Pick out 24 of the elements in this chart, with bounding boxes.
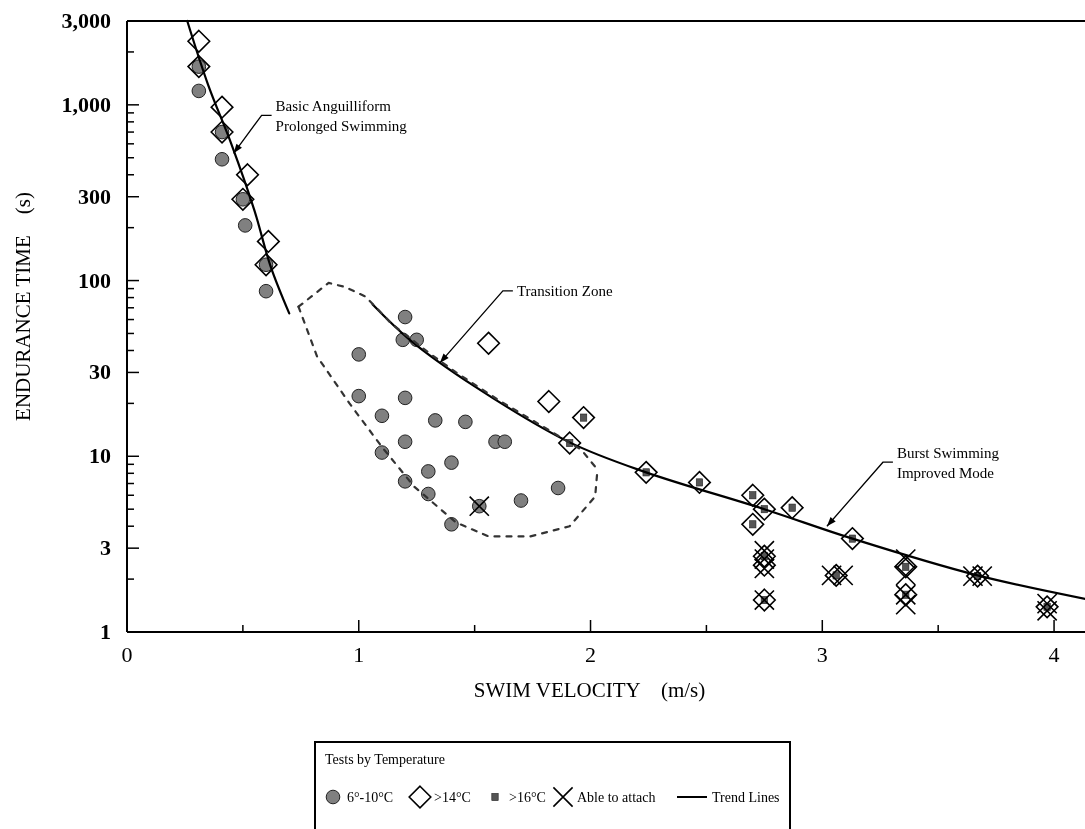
legend-title: Tests by Temperature: [325, 752, 445, 767]
y-tick-label: 300: [78, 183, 111, 209]
legend-label: Trend Lines: [712, 790, 780, 805]
legend-label: >16°C: [509, 790, 546, 805]
y-tick-label: 100: [78, 267, 111, 293]
y-tick-label: 30: [89, 359, 111, 385]
annotation: Transition Zone: [516, 282, 613, 299]
x-tick-label: 1: [353, 642, 365, 667]
x-tick-label: 2: [585, 642, 597, 667]
x-tick-label: 4: [1048, 642, 1060, 667]
y-tick-label: 10: [89, 443, 111, 469]
y-tick-label: 3,000: [61, 8, 111, 33]
y-axis-title: ENDURANCE TIME (s): [11, 192, 35, 421]
y-tick-label: 1: [100, 619, 111, 644]
x-tick-label: 0: [121, 642, 133, 667]
x-axis-title: SWIM VELOCITY (m/s): [473, 678, 706, 702]
legend-label: 6°-10°C: [347, 790, 394, 805]
y-tick-label: 3: [100, 535, 111, 561]
x-tick-label: 3: [816, 642, 828, 667]
legend-label: Able to attach: [577, 790, 656, 805]
y-tick-label: 1,000: [61, 91, 111, 117]
annotation: Burst Swimming Improved Mode: [896, 445, 1000, 482]
annotation: Basic Anguilliform Prolonged Swimming: [275, 98, 408, 135]
legend-label: >14°C: [434, 790, 471, 805]
